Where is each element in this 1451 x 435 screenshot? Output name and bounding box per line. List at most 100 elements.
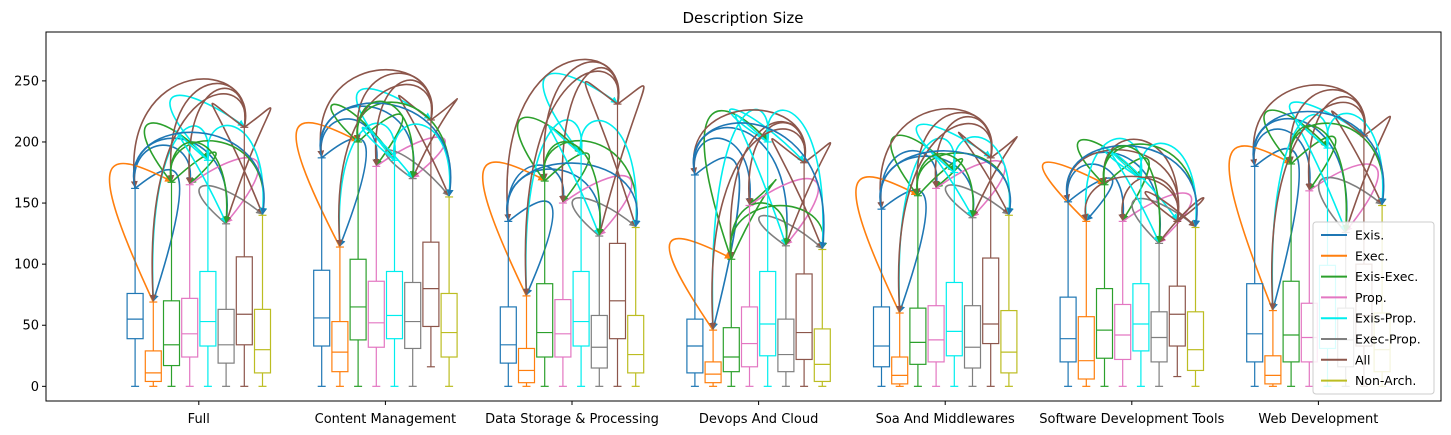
transition-arrow: [361, 126, 414, 179]
transition-arrow: [730, 179, 777, 260]
legend-label: Exis-Exec.: [1355, 269, 1418, 284]
box-plot: [1186, 226, 1205, 387]
transition-arrow: [356, 100, 417, 179]
transition-arrow: [917, 158, 964, 197]
transition-arrow: [189, 157, 260, 224]
legend-label: Non-Arch.: [1355, 373, 1416, 388]
box-plot: [927, 187, 945, 387]
box-plot: [891, 312, 909, 387]
transition-arrow: [971, 136, 1018, 218]
transition-arrow: [709, 108, 770, 330]
transition-arrow: [384, 149, 450, 197]
transition-arrow: [879, 150, 1014, 215]
box-iqr: [1246, 283, 1264, 363]
box-iqr: [1264, 355, 1282, 385]
box-plot: [590, 235, 608, 387]
x-tick-label: Web Development: [1258, 412, 1378, 427]
box-iqr: [945, 281, 963, 357]
transition-arrow: [895, 122, 993, 313]
transition-arrow: [579, 119, 640, 228]
transition-arrow: [481, 161, 546, 297]
transition-arrow: [1263, 109, 1329, 165]
box-iqr: [909, 307, 927, 365]
box-iqr: [404, 281, 422, 350]
transition-arrow: [353, 72, 433, 142]
transition-arrow: [855, 176, 919, 314]
box-iqr: [331, 320, 349, 373]
box-iqr: [235, 256, 253, 346]
transition-arrow: [1252, 110, 1387, 206]
y-tick-label: 150: [14, 197, 39, 212]
box-iqr: [199, 270, 217, 347]
x-tick-label: Full: [188, 412, 210, 427]
legend-label: All: [1355, 352, 1371, 367]
transition-arrow: [709, 128, 806, 330]
transition-arrow: [108, 162, 173, 303]
transition-arrow: [548, 125, 601, 236]
box-plot: [1132, 178, 1150, 387]
box-plot: [313, 157, 331, 387]
box-iqr: [608, 242, 627, 340]
transition-arrow: [584, 81, 638, 228]
x-tick-label: Content Management: [315, 412, 456, 427]
transition-arrow: [1144, 190, 1197, 228]
box-iqr: [1000, 309, 1018, 374]
box-plot: [945, 171, 963, 387]
transition-arrow: [1330, 110, 1383, 206]
box-iqr: [1150, 311, 1168, 363]
box-plot: [909, 195, 927, 387]
x-tick-label: Data Storage & Processing: [485, 412, 659, 427]
box-plot: [1059, 201, 1077, 387]
box-plot: [572, 153, 590, 387]
transition-arrow: [507, 200, 554, 296]
transition-arrow: [1158, 197, 1205, 243]
transition-arrow: [321, 137, 368, 247]
transition-arrow: [729, 202, 791, 260]
box-iqr: [554, 298, 572, 358]
transition-arrow: [295, 121, 359, 248]
transition-arrow: [169, 94, 245, 161]
box-iqr: [217, 308, 235, 364]
box-iqr: [253, 308, 272, 374]
transition-arrow: [597, 85, 645, 236]
legend-label: Exis-Prop.: [1355, 311, 1417, 326]
box-iqr: [385, 270, 404, 340]
transition-arrow: [1081, 175, 1180, 222]
box-iqr: [1186, 311, 1205, 372]
box-plot: [253, 214, 272, 387]
box-iqr: [1282, 280, 1300, 363]
transition-arrow: [1065, 144, 1201, 228]
transition-arrow: [1103, 145, 1164, 244]
box-plot: [1282, 163, 1300, 387]
box-plot: [349, 141, 367, 387]
transition-arrow: [880, 149, 941, 210]
box-iqr: [1095, 287, 1114, 359]
transition-arrow: [1289, 124, 1350, 233]
transition-arrow: [668, 237, 732, 331]
transition-arrow: [335, 83, 433, 247]
x-tick-label: Devops And Cloud: [699, 412, 818, 427]
transition-arrow: [1041, 161, 1106, 222]
box-iqr: [704, 361, 722, 384]
box-iqr: [440, 292, 458, 358]
box-iqr: [891, 356, 909, 385]
y-tick-label: 100: [14, 258, 39, 273]
box-plot: [554, 202, 572, 387]
transition-arrow: [522, 70, 620, 296]
box-plot: [740, 204, 759, 387]
box-iqr: [777, 318, 795, 373]
transition-arrow: [505, 162, 641, 228]
box-plot: [1095, 184, 1114, 387]
transition-arrow: [506, 164, 568, 222]
box-iqr: [759, 270, 777, 357]
x-tick-label: Software Development Tools: [1039, 412, 1224, 427]
transition-arrow: [1254, 147, 1301, 311]
box-iqr: [872, 306, 891, 368]
transition-arrow: [935, 160, 1006, 218]
box-plot: [422, 119, 440, 368]
transition-arrow: [330, 103, 396, 160]
box-iqr: [349, 258, 367, 341]
box-plot: [367, 165, 385, 387]
